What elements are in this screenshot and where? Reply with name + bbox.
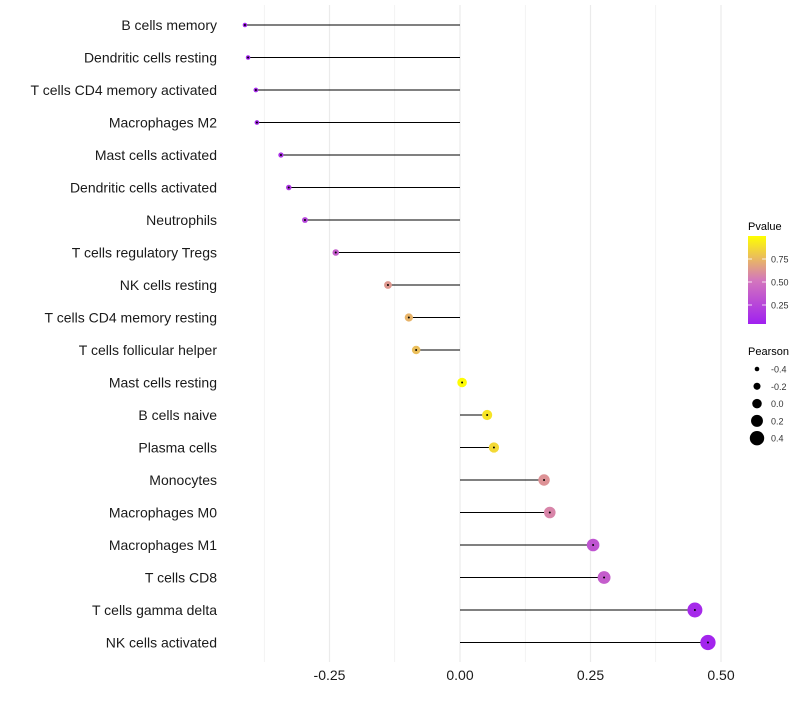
y-tick-label: T cells CD4 memory resting xyxy=(45,310,217,326)
size-legend-label: 0.0 xyxy=(771,399,784,409)
x-tick-label: 0.25 xyxy=(577,667,604,683)
y-tick-label: T cells follicular helper xyxy=(79,342,218,358)
y-tick-label: T cells gamma delta xyxy=(92,602,217,618)
point-center xyxy=(254,89,257,91)
y-tick-label: Dendritic cells resting xyxy=(84,50,217,66)
points xyxy=(242,22,716,651)
y-tick-label: T cells regulatory Tregs xyxy=(72,245,217,261)
y-axis-labels: B cells memory Dendritic cells resting T c… xyxy=(31,17,218,651)
y-tick-label: Plasma cells xyxy=(138,440,217,456)
y-tick-label: B cells naive xyxy=(138,407,217,423)
point-center xyxy=(548,511,551,514)
point-center xyxy=(247,56,250,59)
point-center xyxy=(386,284,389,286)
point-center xyxy=(334,251,337,254)
pvalue-legend: Pvalue 0.25 0.50 0.75 xyxy=(748,221,789,324)
point-center xyxy=(255,121,258,124)
point-center xyxy=(706,641,709,644)
size-legend-label: 0.2 xyxy=(771,416,784,426)
y-tick-label: Monocytes xyxy=(149,472,217,488)
point-center xyxy=(492,446,495,449)
y-tick-label: B cells memory xyxy=(121,17,217,33)
size-legend-label: 0.4 xyxy=(771,434,784,444)
size-legend-dot xyxy=(754,366,760,372)
size-legend-dot xyxy=(749,431,765,446)
x-tick-label: 0.50 xyxy=(707,667,734,683)
y-tick-label: T cells CD4 memory activated xyxy=(31,82,217,98)
y-tick-label: Macrophages M2 xyxy=(109,115,217,131)
point-center xyxy=(693,609,696,611)
size-legend-dot xyxy=(753,382,761,390)
pearson-legend: Pearson -0.4 -0.2 0.0 0.2 0.4 xyxy=(748,346,789,446)
stems xyxy=(244,24,708,643)
y-tick-label: Dendritic cells activated xyxy=(70,180,217,196)
y-tick-label: T cells CD8 xyxy=(145,570,217,586)
pvalue-colorbar xyxy=(748,236,766,324)
point-center xyxy=(592,544,595,546)
y-tick-label: Macrophages M0 xyxy=(109,505,217,521)
x-tick-label: -0.25 xyxy=(314,667,346,683)
y-tick-label: Mast cells activated xyxy=(95,147,217,163)
size-legend-dot xyxy=(752,398,762,409)
x-tick-label: 0.00 xyxy=(446,667,473,683)
colorbar-label: 0.25 xyxy=(771,301,789,311)
point-center xyxy=(287,186,290,189)
pearson-legend-title: Pearson xyxy=(748,346,789,358)
point-center xyxy=(543,479,546,481)
x-axis-labels: -0.25 0.00 0.25 0.50 xyxy=(314,667,735,683)
colorbar-label: 0.75 xyxy=(771,255,789,265)
point-center xyxy=(279,154,282,156)
point-center xyxy=(603,576,606,579)
size-legend-label: -0.4 xyxy=(771,365,787,375)
point-center xyxy=(461,381,464,384)
grid xyxy=(263,5,722,662)
point-center xyxy=(407,316,410,319)
point-center xyxy=(243,24,246,26)
point-center xyxy=(303,219,306,221)
size-legend-dot xyxy=(751,414,763,427)
point-center xyxy=(415,349,418,351)
colorbar-label: 0.50 xyxy=(771,278,789,288)
size-legend-label: -0.2 xyxy=(771,382,787,392)
y-tick-label: NK cells resting xyxy=(120,277,217,293)
y-tick-label: NK cells activated xyxy=(106,635,217,651)
y-tick-label: Macrophages M1 xyxy=(109,537,217,553)
y-tick-label: Neutrophils xyxy=(146,212,217,228)
point-center xyxy=(486,414,489,416)
pvalue-legend-title: Pvalue xyxy=(748,221,782,233)
y-tick-label: Mast cells resting xyxy=(109,375,217,391)
